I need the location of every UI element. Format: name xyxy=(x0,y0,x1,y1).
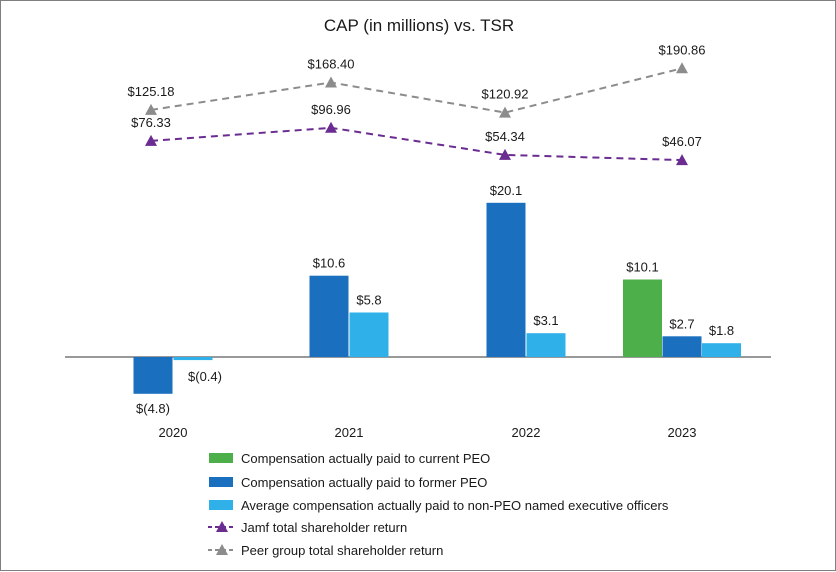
tsr-marker-1-2022 xyxy=(499,106,511,118)
tsr-lines-layer: $76.33 $96.96 $54.34 $46.07 $125.18 $168.40 $1… xyxy=(128,42,706,166)
x-tick-2021: 2021 xyxy=(335,425,364,440)
tsr-marker-0-2023 xyxy=(676,154,688,166)
tsr-marker-1-2023 xyxy=(676,62,688,74)
bar-label-2021-series-2: $5.8 xyxy=(356,293,381,308)
bar-2023-series-0 xyxy=(623,279,662,357)
tsr-label-1-2021: $168.40 xyxy=(308,57,355,72)
x-axis-ticks: 2020 2021 2022 2023 xyxy=(159,425,697,440)
tsr-marker-0-2020 xyxy=(145,134,157,146)
x-tick-2020: 2020 xyxy=(159,425,188,440)
tsr-marker-0-2022 xyxy=(499,148,511,160)
bar-label-2023-series-1: $2.7 xyxy=(669,316,694,331)
bar-label-2022-series-1: $20.1 xyxy=(490,183,523,198)
legend-marker-tsr-0 xyxy=(216,521,228,532)
tsr-label-0-2022: $54.34 xyxy=(485,129,525,144)
bar-label-2020-series-1: $(4.8) xyxy=(136,401,170,416)
tsr-marker-0-2021 xyxy=(325,121,337,133)
bar-2020-series-1 xyxy=(133,357,173,394)
legend-label-tsr-0: Jamf total shareholder return xyxy=(241,520,407,535)
x-tick-2022: 2022 xyxy=(512,425,541,440)
legend: Compensation actually paid to current PE… xyxy=(208,451,669,558)
bar-2021-series-2 xyxy=(349,312,389,357)
legend-swatch-series-0 xyxy=(209,453,233,463)
tsr-line-1 xyxy=(150,67,683,114)
tsr-label-1-2023: $190.86 xyxy=(659,42,706,57)
bar-2023-series-2 xyxy=(702,343,741,357)
x-tick-2023: 2023 xyxy=(668,425,697,440)
tsr-label-0-2023: $46.07 xyxy=(662,134,702,149)
tsr-label-0-2020: $76.33 xyxy=(131,115,171,130)
bar-label-2022-series-2: $3.1 xyxy=(533,313,558,328)
legend-label-tsr-1: Peer group total shareholder return xyxy=(241,543,443,558)
tsr-line-0 xyxy=(150,126,683,162)
tsr-marker-1-2020 xyxy=(145,103,157,115)
legend-label-series-0: Compensation actually paid to current PE… xyxy=(241,451,490,466)
bar-2021-series-1 xyxy=(309,275,349,357)
bar-2023-series-1 xyxy=(662,336,702,357)
chart-title: CAP (in millions) vs. TSR xyxy=(324,16,514,35)
tsr-label-0-2021: $96.96 xyxy=(311,102,351,117)
bars-layer: $(4.8) $(0.4) $10.6 $5.8 $20.1 $3.1 $10.1 $2.7 $… xyxy=(133,183,741,416)
bar-label-2020-series-2: $(0.4) xyxy=(188,369,222,384)
bar-2022-series-1 xyxy=(486,202,526,357)
bar-2020-series-2 xyxy=(173,357,213,361)
bar-2022-series-2 xyxy=(526,333,566,357)
legend-marker-tsr-1 xyxy=(216,544,228,555)
legend-swatch-series-1 xyxy=(209,477,233,487)
legend-label-series-1: Compensation actually paid to former PEO xyxy=(241,475,487,490)
tsr-label-1-2020: $125.18 xyxy=(128,84,175,99)
legend-label-series-2: Average compensation actually paid to no… xyxy=(241,498,669,513)
bar-label-2021-series-1: $10.6 xyxy=(313,256,346,271)
tsr-label-1-2022: $120.92 xyxy=(482,87,529,102)
legend-swatch-series-2 xyxy=(209,500,233,510)
tsr-marker-1-2021 xyxy=(325,76,337,88)
bar-label-2023-series-0: $10.1 xyxy=(626,260,659,275)
bar-label-2023-series-2: $1.8 xyxy=(709,323,734,338)
